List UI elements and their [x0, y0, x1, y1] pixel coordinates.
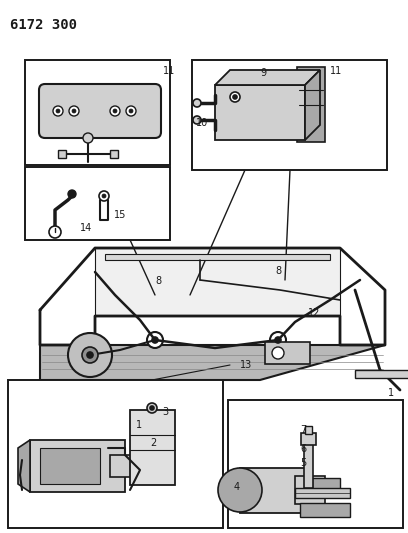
Bar	[130, 410, 175, 485]
Text: 7: 7	[300, 425, 306, 435]
Polygon shape	[305, 70, 320, 140]
Bar	[305, 426, 312, 434]
Text: 11: 11	[163, 66, 175, 76]
Circle shape	[87, 352, 93, 358]
Circle shape	[150, 406, 154, 410]
FancyBboxPatch shape	[39, 84, 161, 138]
Circle shape	[272, 347, 284, 359]
Circle shape	[193, 116, 201, 124]
Bar	[300, 503, 350, 517]
Bar	[192, 60, 387, 170]
Circle shape	[99, 191, 109, 201]
Circle shape	[193, 99, 201, 107]
Circle shape	[233, 95, 237, 99]
Circle shape	[56, 109, 60, 113]
Text: 13: 13	[240, 360, 252, 370]
Circle shape	[69, 106, 79, 116]
Circle shape	[49, 226, 61, 238]
Text: 8: 8	[155, 276, 161, 286]
Circle shape	[147, 332, 163, 348]
Text: 12: 12	[308, 308, 320, 318]
Text: 15: 15	[114, 210, 126, 220]
Bar	[295, 476, 325, 504]
Text: 4: 4	[234, 482, 240, 492]
Circle shape	[68, 333, 112, 377]
Bar	[295, 488, 350, 498]
Text: 2: 2	[150, 438, 156, 448]
Bar	[301, 433, 316, 445]
Polygon shape	[18, 440, 30, 492]
Bar	[110, 150, 118, 158]
Polygon shape	[105, 254, 330, 260]
Circle shape	[230, 92, 240, 102]
Circle shape	[102, 194, 106, 198]
Text: 3: 3	[162, 407, 168, 417]
Circle shape	[113, 109, 117, 113]
Text: 5: 5	[300, 458, 306, 468]
Circle shape	[218, 468, 262, 512]
Polygon shape	[215, 70, 320, 85]
Text: 8: 8	[275, 266, 281, 276]
Bar	[312, 478, 340, 490]
Text: 11: 11	[330, 66, 342, 76]
Circle shape	[275, 337, 281, 343]
Circle shape	[110, 106, 120, 116]
Text: 6172 300: 6172 300	[10, 18, 77, 32]
Bar	[25, 167, 170, 240]
Circle shape	[82, 347, 98, 363]
Bar	[304, 443, 313, 488]
Bar	[110, 455, 145, 477]
Text: 1: 1	[388, 388, 394, 398]
Circle shape	[152, 337, 158, 343]
Bar	[265, 342, 310, 364]
Circle shape	[147, 403, 157, 413]
Bar	[240, 468, 305, 513]
Text: 1: 1	[136, 420, 142, 430]
Circle shape	[270, 332, 286, 348]
Circle shape	[126, 106, 136, 116]
Polygon shape	[215, 85, 305, 140]
Bar	[355, 370, 408, 378]
Circle shape	[129, 109, 133, 113]
Circle shape	[68, 190, 76, 198]
Bar	[228, 400, 403, 528]
Bar	[30, 440, 125, 492]
Circle shape	[72, 109, 76, 113]
Text: 6: 6	[300, 444, 306, 454]
Circle shape	[83, 133, 93, 143]
Polygon shape	[95, 248, 340, 316]
Bar	[8, 380, 223, 528]
Text: 14: 14	[80, 223, 92, 233]
Text: 10: 10	[196, 118, 208, 128]
Polygon shape	[40, 345, 385, 380]
Bar	[297, 67, 325, 142]
Circle shape	[53, 106, 63, 116]
Bar	[40, 448, 100, 484]
Text: 9: 9	[260, 68, 266, 78]
Bar	[25, 60, 170, 165]
Bar	[58, 150, 66, 158]
